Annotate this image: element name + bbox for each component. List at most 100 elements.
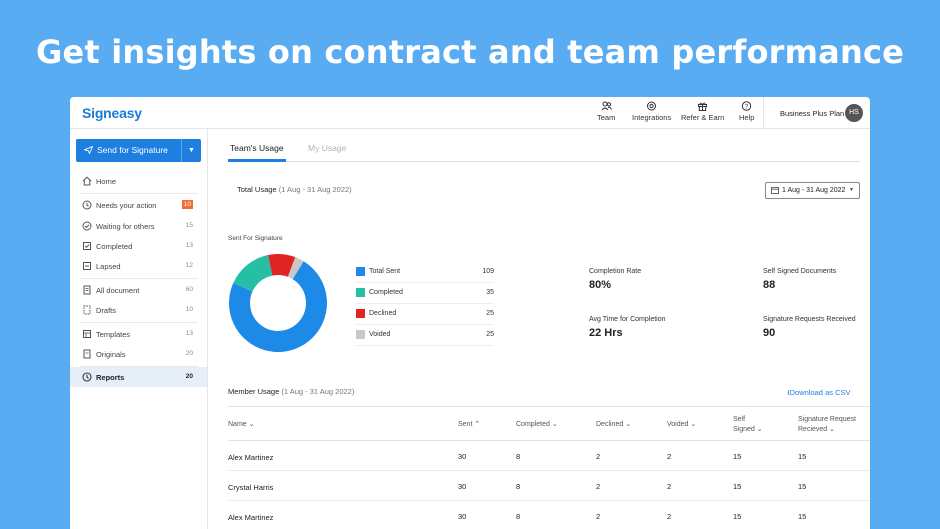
cell-completed: 8 — [516, 512, 521, 521]
all-documents-icon — [82, 285, 92, 295]
page-headline: Get insights on contract and team perfor… — [35, 33, 905, 71]
help-icon: ? — [739, 101, 754, 113]
send-for-signature-button[interactable]: Send for Signature ▼ — [76, 139, 201, 162]
legend-label: Total Sent — [369, 268, 401, 275]
legend-voided: Voided 25 — [356, 326, 494, 346]
cell-sent: 30 — [458, 452, 467, 461]
send-button-label: Send for Signature — [83, 145, 168, 155]
nav-refer-label: Refer & Earn — [681, 113, 725, 122]
table-row[interactable]: Alex Martinez 30 8 2 2 15 15 — [228, 501, 870, 529]
sidebar-item-label: All document — [96, 286, 140, 295]
table-row[interactable]: Crystal Harris 30 8 2 2 15 15 — [228, 471, 870, 501]
table-row[interactable]: Alex Martinez 30 8 2 2 15 15 — [228, 441, 870, 471]
sidebar-item-drafts[interactable]: Drafts 10 — [70, 300, 207, 320]
cell-requests-received: 15 — [798, 452, 807, 461]
sidebar-item-label: Completed — [96, 242, 133, 251]
requests-received-value: 90 — [763, 327, 776, 339]
originals-count: 20 — [185, 350, 193, 357]
download-csv-link[interactable]: ⭳Download as CSV — [787, 388, 851, 397]
waiting-count: 15 — [185, 222, 193, 229]
sidebar: Send for Signature ▼ Home Needs your act… — [70, 129, 208, 529]
nav-refer-earn[interactable]: Refer & Earn — [681, 101, 724, 122]
sidebar-item-needs-action[interactable]: Needs your action 10 — [70, 195, 207, 215]
cell-self-signed: 15 — [733, 482, 742, 491]
sidebar-divider — [80, 322, 198, 323]
slice-completed — [233, 255, 273, 292]
chevron-down-icon: ⌄ — [690, 421, 697, 428]
reports-icon — [82, 372, 92, 382]
column-header-signature-request-received[interactable]: Signature Request Recieved ⌄ — [798, 416, 856, 433]
column-header-sent[interactable]: Sent ⌃ — [458, 421, 481, 428]
sidebar-item-lapsed[interactable]: Lapsed 12 — [70, 256, 207, 276]
sidebar-item-home[interactable]: Home — [70, 171, 207, 191]
nav-help[interactable]: ? Help — [739, 101, 754, 122]
tab-teams-usage[interactable]: Team's Usage — [230, 143, 284, 153]
self-signed-label: Self Signed Documents — [763, 268, 837, 275]
date-range-picker[interactable]: 1 Aug - 31 Aug 2022 ▼ — [765, 182, 860, 199]
lapsed-icon — [82, 261, 92, 271]
legend-label: Declined — [369, 310, 397, 317]
all-documents-count: 60 — [185, 286, 193, 293]
cell-name: Alex Martinez — [228, 513, 274, 522]
cell-completed: 8 — [516, 452, 521, 461]
avg-time-value: 22 Hrs — [589, 327, 623, 339]
legend-swatch — [356, 288, 365, 297]
cell-requests-received: 15 — [798, 512, 807, 521]
chevron-down-icon: ▼ — [849, 187, 854, 193]
drafts-icon — [82, 305, 92, 315]
legend-label: Voided — [369, 331, 391, 338]
calendar-icon — [771, 186, 779, 196]
column-header-self-signed[interactable]: Self Signed ⌄ — [733, 416, 763, 433]
chevron-down-icon: ⌄ — [248, 421, 255, 428]
sidebar-item-label: Reports — [96, 373, 125, 382]
sidebar-item-all-documents[interactable]: All document 60 — [70, 280, 207, 300]
avatar[interactable]: HS — [845, 104, 863, 122]
needs-action-icon — [82, 200, 92, 210]
legend-declined: Declined 25 — [356, 305, 494, 325]
date-range-label: 1 Aug - 31 Aug 2022 — [782, 187, 846, 194]
column-header-declined[interactable]: Declined ⌄ — [596, 421, 632, 428]
tab-my-usage[interactable]: My Usage — [308, 143, 347, 153]
cell-requests-received: 15 — [798, 482, 807, 491]
active-tab-indicator — [228, 159, 286, 162]
signeasy-logo[interactable]: Signeasy — [82, 105, 142, 121]
sidebar-item-completed[interactable]: Completed 13 — [70, 236, 207, 256]
column-header-completed[interactable]: Completed ⌄ — [516, 421, 558, 428]
member-table-header: Name ⌄ Sent ⌃ Completed ⌄ Declined ⌄ Voi… — [228, 406, 870, 441]
nav-team[interactable]: Team — [597, 101, 615, 122]
cell-name: Alex Martinez — [228, 453, 274, 462]
plan-section: Business Plus Plan HS — [763, 97, 870, 129]
sidebar-item-label: Needs your action — [96, 201, 157, 210]
self-signed-value: 88 — [763, 279, 776, 291]
waiting-icon — [82, 221, 92, 231]
nav-help-label: Help — [739, 113, 755, 122]
reports-count: 20 — [185, 373, 193, 380]
chevron-down-icon[interactable]: ▼ — [181, 139, 201, 162]
cell-declined: 2 — [596, 452, 601, 461]
svg-text:?: ? — [745, 104, 749, 110]
plan-label: Business Plus Plan — [780, 109, 845, 118]
needs-action-count-badge: 10 — [181, 200, 193, 209]
sidebar-item-reports[interactable]: Reports 20 — [70, 367, 207, 387]
drafts-count: 10 — [185, 306, 193, 313]
donut-chart — [229, 254, 327, 352]
legend-total-sent: Total Sent 109 — [356, 263, 494, 283]
nav-integrations[interactable]: Integrations — [632, 101, 671, 122]
column-header-voided[interactable]: Voided ⌄ — [667, 421, 697, 428]
completed-count: 13 — [185, 242, 193, 249]
sidebar-item-templates[interactable]: Templates 13 — [70, 324, 207, 344]
team-icon — [597, 101, 615, 113]
legend-completed: Completed 35 — [356, 284, 494, 304]
legend-value: 25 — [486, 310, 494, 317]
sent-for-signature-label: Sent For Signature — [228, 235, 283, 242]
sidebar-item-originals[interactable]: Originals 20 — [70, 344, 207, 364]
chevron-down-icon: ⌄ — [756, 426, 763, 433]
sidebar-item-waiting[interactable]: Waiting for others 15 — [70, 216, 207, 236]
app-window: Signeasy Team Integrations Refer & Earn … — [70, 97, 870, 529]
member-usage-heading: Member Usage (1 Aug - 31 Aug 2022) — [228, 387, 355, 396]
requests-received-label: Signature Requests Received — [763, 316, 856, 323]
cell-declined: 2 — [596, 512, 601, 521]
column-header-name[interactable]: Name ⌄ — [228, 421, 255, 428]
legend-value: 25 — [486, 331, 494, 338]
chevron-down-icon: ⌄ — [829, 426, 836, 433]
